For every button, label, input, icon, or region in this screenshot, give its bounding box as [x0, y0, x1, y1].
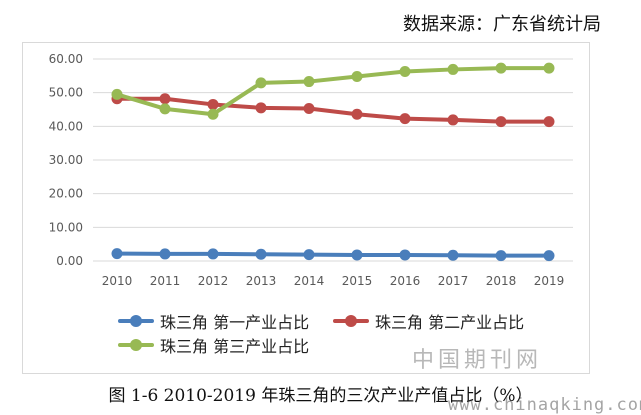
data-point [351, 108, 363, 120]
data-point [447, 114, 459, 126]
legend-label-primary: 珠三角 第一产业占比 [160, 313, 310, 332]
data-point [255, 77, 267, 89]
x-tick-label: 2012 [198, 274, 229, 288]
y-tick-label: 50.00 [49, 86, 83, 100]
y-tick-label: 0.00 [56, 254, 83, 268]
data-point [495, 116, 507, 128]
legend-swatch-primary [118, 313, 154, 329]
series-line-3 [115, 66, 551, 117]
x-tick-label: 2013 [246, 274, 277, 288]
legend-item-tertiary: 珠三角 第三产业占比 [118, 333, 309, 357]
legend-item-secondary: 珠三角 第二产业占比 [333, 309, 524, 333]
y-tick-label: 60.00 [49, 52, 83, 66]
data-point [207, 98, 219, 110]
watermark-url: www.chinaqking.com [448, 395, 641, 415]
figure-caption: 图 1-6 2010-2019 年珠三角的三次产业产值占比（%） [108, 386, 533, 406]
data-point [351, 249, 363, 261]
x-tick-label: 2011 [150, 274, 181, 288]
chart-container: 0.00 10.00 20.00 30.00 40.00 50.00 60.00 2010 20… [22, 42, 590, 374]
x-tick-label: 2014 [294, 274, 325, 288]
data-point [303, 102, 315, 114]
data-point [495, 62, 507, 74]
data-point [351, 71, 363, 83]
line-chart: 0.00 10.00 20.00 30.00 40.00 50.00 60.00 2010 20… [49, 52, 573, 288]
data-point [543, 250, 555, 262]
data-point [111, 248, 123, 260]
data-point [159, 248, 171, 260]
data-point [399, 113, 411, 125]
x-tick-label: 2015 [342, 274, 373, 288]
x-tick-label: 2019 [534, 274, 565, 288]
x-tick-label: 2017 [438, 274, 469, 288]
data-point [303, 76, 315, 88]
data-point [303, 249, 315, 261]
legend-label-secondary: 珠三角 第二产业占比 [375, 313, 525, 332]
series-line-1 [115, 251, 551, 258]
x-tick-label: 2010 [102, 274, 133, 288]
series-line-2 [115, 96, 551, 124]
legend-label-tertiary: 珠三角 第三产业占比 [160, 337, 310, 356]
data-point [255, 248, 267, 260]
data-point [111, 88, 123, 100]
data-point [207, 248, 219, 260]
data-point [159, 93, 171, 105]
legend-swatch-tertiary [118, 337, 154, 353]
data-point [495, 250, 507, 262]
legend-swatch-secondary [333, 313, 369, 329]
source-note: 数据来源：广东省统计局 [403, 14, 601, 35]
data-point [543, 62, 555, 74]
data-point [399, 65, 411, 77]
watermark-text: 中国期刊网 [412, 348, 543, 373]
data-point [399, 249, 411, 261]
data-point [447, 63, 459, 75]
y-tick-label: 10.00 [49, 220, 83, 234]
y-tick-label: 40.00 [49, 119, 83, 133]
legend-item-primary: 珠三角 第一产业占比 [118, 309, 309, 333]
data-point [543, 116, 555, 128]
y-tick-label: 20.00 [49, 187, 83, 201]
x-tick-label: 2016 [390, 274, 421, 288]
data-point [207, 108, 219, 120]
data-point [159, 103, 171, 115]
data-point [447, 249, 459, 261]
y-tick-label: 30.00 [49, 153, 83, 167]
x-tick-label: 2018 [486, 274, 517, 288]
data-point [255, 102, 267, 114]
